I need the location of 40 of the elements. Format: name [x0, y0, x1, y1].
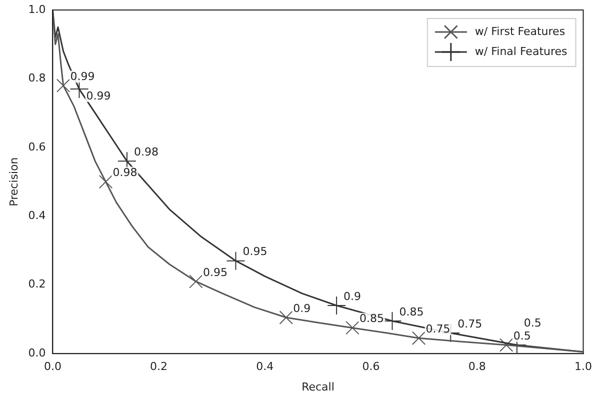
x-tick-label: 0.4 — [256, 360, 274, 374]
annotation: 0.5 — [513, 329, 531, 342]
y-tick-label: 0.2 — [28, 278, 46, 291]
x-tick-label: 1.0 — [574, 360, 592, 374]
point — [98, 174, 113, 189]
point — [499, 338, 514, 352]
annotation: 0.98 — [112, 166, 138, 180]
point — [70, 80, 89, 99]
x-tick-label: 0.0 — [44, 360, 62, 374]
legend-label: w/ First Features — [474, 24, 566, 38]
y-axis-title: Precision — [7, 157, 20, 206]
annotation: 0.9 — [344, 290, 362, 303]
y-tick-label: 0.8 — [28, 72, 46, 85]
point — [346, 320, 360, 335]
point — [56, 78, 70, 92]
x-tick-label: 0.6 — [362, 360, 380, 374]
annotation: 0.9 — [293, 302, 311, 315]
point — [382, 311, 402, 330]
annotation: 0.5 — [524, 316, 542, 330]
annotation: 0.75 — [458, 317, 482, 330]
legend-label: w/ Final Features — [474, 44, 568, 58]
annotation: 0.95 — [202, 266, 228, 279]
y-tick-label: 1.0 — [28, 2, 46, 16]
y-tick-label: 0.4 — [28, 209, 46, 222]
annotation: 0.99 — [70, 70, 95, 83]
annotation: 0.85 — [359, 312, 384, 326]
annotation: 0.75 — [426, 322, 450, 336]
point — [412, 331, 426, 345]
y-tick-label: 0.0 — [28, 346, 46, 360]
annotation: 0.85 — [399, 305, 424, 318]
x-tick-label: 0.8 — [468, 360, 486, 374]
point — [279, 310, 294, 324]
annotation: 0.95 — [242, 245, 268, 258]
x-axis-title: Recall — [302, 380, 334, 394]
x-tick-label: 0.2 — [150, 360, 168, 374]
annotation: 0.98 — [134, 146, 158, 159]
annotation: 0.99 — [86, 89, 111, 102]
y-tick-label: 0.6 — [28, 140, 46, 154]
point — [189, 274, 203, 288]
point — [226, 251, 246, 270]
